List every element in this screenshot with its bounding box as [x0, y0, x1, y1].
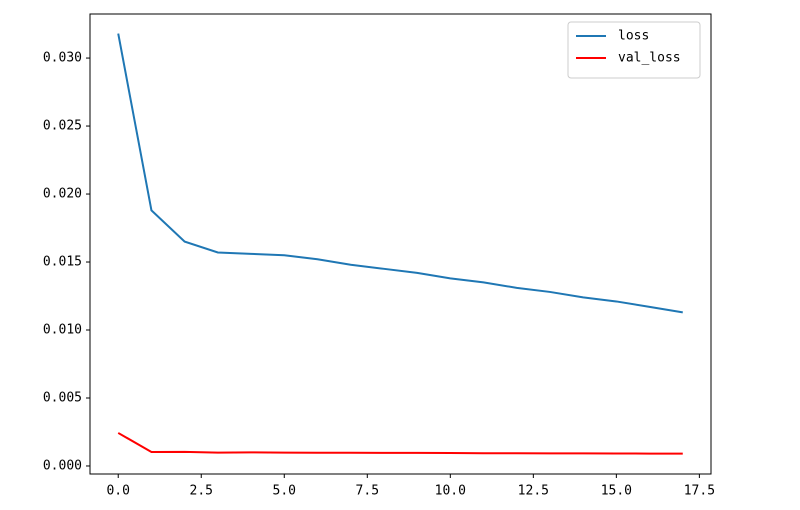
y-tick-label: 0.025 [43, 119, 82, 134]
x-tick-label: 7.5 [356, 484, 379, 499]
x-tick-label: 5.0 [273, 484, 296, 499]
y-tick-label: 0.020 [43, 187, 82, 202]
y-tick-label: 0.000 [43, 458, 82, 473]
x-tick-label: 2.5 [190, 484, 213, 499]
line [117, 432, 683, 455]
legend-label: val_loss [618, 51, 681, 66]
x-tick-label: 12.5 [518, 484, 549, 499]
x-tick-label: 10.0 [435, 484, 466, 499]
y-tick-label: 0.030 [43, 51, 82, 66]
legend-label: loss [618, 29, 649, 44]
x-tick-label: 17.5 [684, 484, 715, 499]
line [117, 33, 683, 314]
y-tick-label: 0.005 [43, 390, 82, 405]
y-tick-label: 0.010 [43, 323, 82, 338]
y-tick-label: 0.015 [43, 255, 82, 270]
x-tick-label: 0.0 [106, 484, 129, 499]
plot-frame [89, 13, 712, 475]
x-tick-label: 15.0 [601, 484, 632, 499]
